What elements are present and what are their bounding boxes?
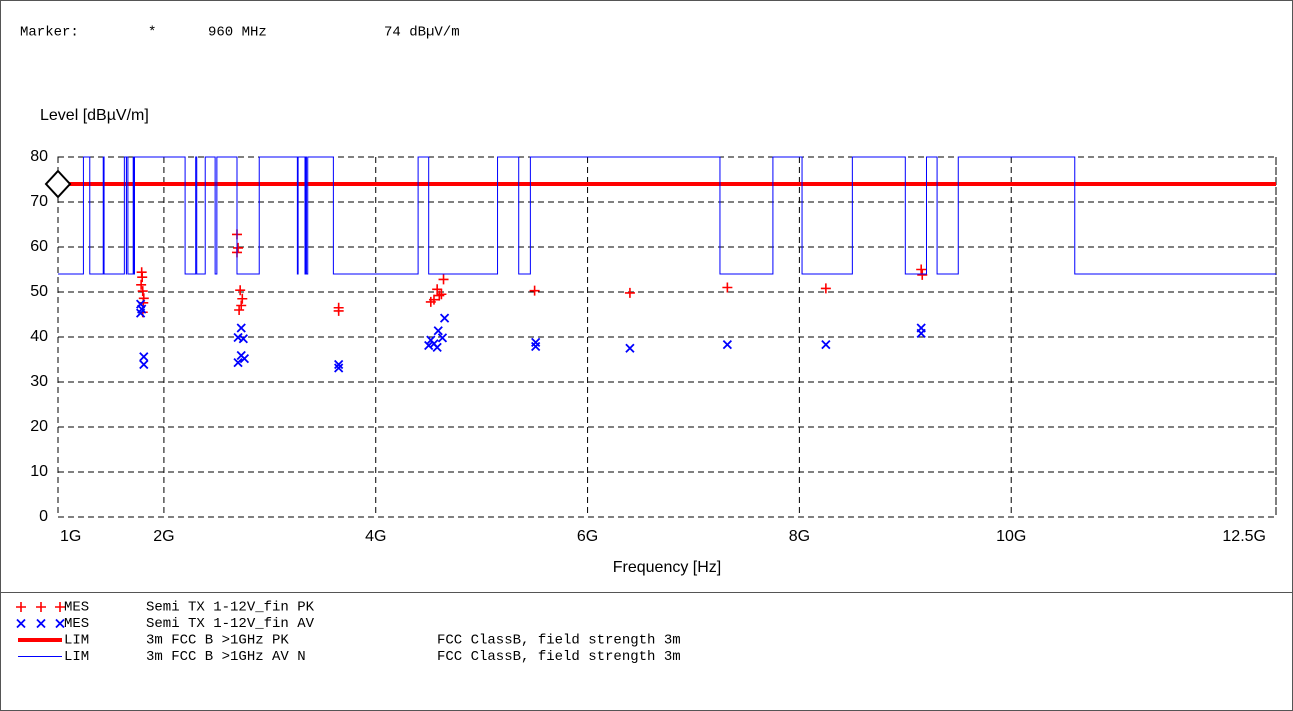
marker-frequency: 960 MHz <box>208 25 267 41</box>
x-tick-label: 1G <box>60 528 81 545</box>
pk-point <box>235 285 246 296</box>
plot-border <box>57 156 1277 518</box>
x-tick-label: 6G <box>577 528 598 545</box>
x-tick-label: 8G <box>789 528 810 545</box>
y-tick-label: 50 <box>30 283 48 300</box>
legend-kind: LIM <box>64 633 89 649</box>
legend-name: Semi TX 1-12V_fin AV <box>146 616 315 632</box>
pk-point <box>333 305 344 316</box>
av-point <box>433 326 443 336</box>
y-tick-label: 60 <box>30 238 48 255</box>
av-point <box>236 323 246 333</box>
legend-symbol <box>55 618 65 629</box>
legend-description: FCC ClassB, field strength 3m <box>437 649 681 665</box>
legend-kind: MES <box>64 600 89 616</box>
legend-symbol <box>16 618 26 629</box>
av-point <box>233 358 243 368</box>
x-tick-label: 10G <box>996 528 1026 545</box>
av-point <box>625 343 635 353</box>
limit-line <box>58 156 1276 275</box>
pk-point <box>237 293 248 304</box>
legend-description: FCC ClassB, field strength 3m <box>437 633 681 649</box>
pk-point <box>233 242 244 253</box>
av-point <box>916 328 926 339</box>
y-tick-label: 10 <box>30 463 48 480</box>
legend-name: Semi TX 1-12V_fin PK <box>146 600 315 616</box>
av-point <box>238 334 248 344</box>
pk-point <box>916 264 927 275</box>
av-point <box>439 313 450 323</box>
legend-symbol <box>36 618 46 629</box>
av-point <box>432 342 442 352</box>
pk-point <box>434 290 445 301</box>
legend-name: 3m FCC B >1GHz PK <box>146 633 289 649</box>
av-point <box>722 340 733 350</box>
x-axis-label: Frequency [Hz] <box>613 559 721 576</box>
av-point <box>424 340 434 351</box>
y-axis-label: Level [dBµV/m] <box>40 107 149 124</box>
pk-point <box>820 283 831 294</box>
legend-symbol <box>16 602 26 612</box>
x-tick-label: 12.5G <box>1222 528 1266 545</box>
pk-point <box>917 269 928 280</box>
pk-point <box>428 294 439 305</box>
legend-symbol <box>55 602 65 612</box>
pk-point <box>436 289 447 300</box>
marker-label: Marker: <box>20 25 79 41</box>
y-tick-label: 20 <box>30 418 48 435</box>
pk-point <box>722 282 733 293</box>
x-tick-label: 4G <box>365 528 386 545</box>
pk-point <box>236 300 247 311</box>
av-point <box>139 359 149 370</box>
marker-symbol: * <box>148 25 156 41</box>
av-point <box>821 340 831 350</box>
pk-point <box>432 284 443 295</box>
pk-point <box>136 279 147 290</box>
x-tick-label: 2G <box>153 528 174 545</box>
av-point <box>334 359 344 370</box>
y-tick-label: 80 <box>30 148 48 165</box>
legend-kind: LIM <box>64 649 89 665</box>
av-point <box>531 341 541 352</box>
av-point <box>239 353 250 364</box>
legend-kind: MES <box>64 616 89 632</box>
y-tick-label: 0 <box>39 508 48 525</box>
pk-point <box>137 272 148 283</box>
pk-point <box>234 305 245 315</box>
pk-point <box>438 274 449 285</box>
av-point <box>233 332 243 343</box>
y-tick-label: 40 <box>30 328 48 345</box>
av-point <box>531 337 541 348</box>
av-point <box>334 363 344 373</box>
marker-level: 74 dBµV/m <box>384 25 460 41</box>
av-point <box>437 333 448 343</box>
legend-symbol <box>36 602 46 612</box>
pk-point <box>529 285 540 296</box>
pk-point <box>624 287 635 298</box>
y-tick-label: 30 <box>30 373 48 390</box>
marker-diamond <box>44 169 72 199</box>
legend-name: 3m FCC B >1GHz AV N <box>146 649 306 665</box>
av-point <box>139 352 149 362</box>
pk-point <box>137 286 148 297</box>
y-tick-label: 70 <box>30 193 48 210</box>
av-point <box>135 308 146 318</box>
